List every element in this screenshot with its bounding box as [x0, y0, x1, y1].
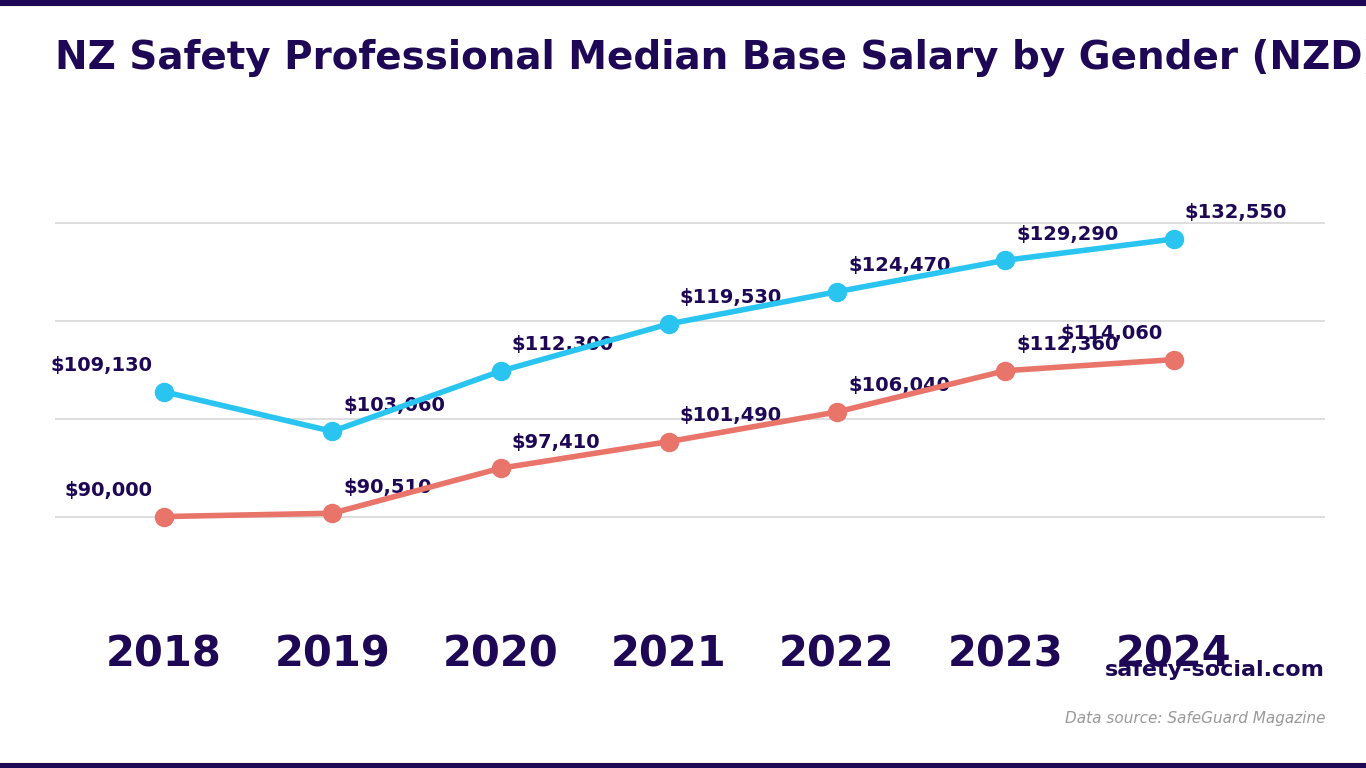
Text: Data source: SafeGuard Magazine: Data source: SafeGuard Magazine — [1064, 710, 1325, 726]
Text: NZ Safety Professional Median Base Salary by Gender (NZD): NZ Safety Professional Median Base Salar… — [55, 39, 1366, 77]
Text: $124,470: $124,470 — [848, 256, 951, 275]
Text: $90,510: $90,510 — [343, 478, 432, 497]
Text: $103,060: $103,060 — [343, 396, 445, 415]
Text: $129,290: $129,290 — [1016, 224, 1119, 243]
Text: $109,130: $109,130 — [51, 356, 153, 375]
Text: $112,300: $112,300 — [512, 336, 613, 355]
Text: $101,490: $101,490 — [680, 406, 781, 425]
Text: $114,060: $114,060 — [1060, 324, 1162, 343]
Text: $106,040: $106,040 — [848, 376, 951, 396]
Text: $132,550: $132,550 — [1184, 204, 1287, 223]
Text: safety-social.com: safety-social.com — [1105, 660, 1325, 680]
Text: $119,530: $119,530 — [680, 288, 783, 307]
Text: $97,410: $97,410 — [512, 432, 600, 452]
Text: $90,000: $90,000 — [66, 481, 153, 500]
Legend: Male, Female: Male, Female — [56, 762, 399, 768]
Text: $112,360: $112,360 — [1016, 335, 1119, 354]
